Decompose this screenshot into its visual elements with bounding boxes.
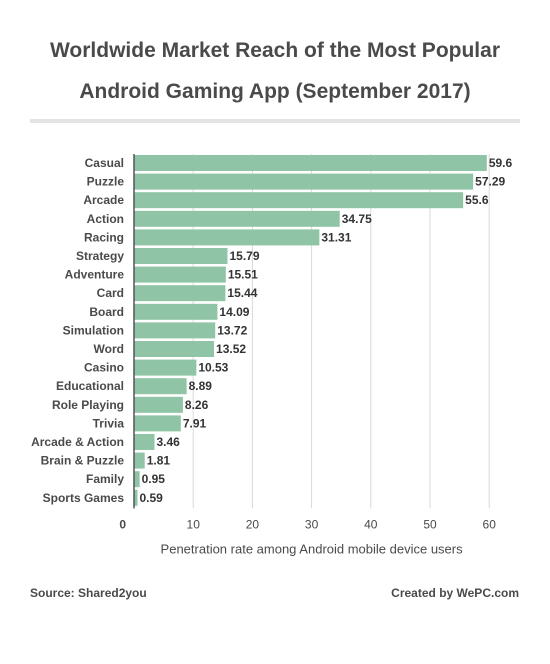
category-label: Simulation [63, 323, 124, 337]
value-label: 15.51 [228, 268, 258, 282]
value-label: 55.6 [465, 193, 489, 207]
credit-note: Created by WePC.com [391, 586, 519, 600]
category-label: Racing [84, 230, 124, 244]
bar [134, 397, 183, 413]
value-label: 59.6 [489, 156, 513, 170]
x-tick-label: 60 [483, 517, 497, 531]
bar [134, 174, 473, 190]
category-label: Trivia [93, 416, 125, 430]
x-tick-label: 0 [119, 517, 126, 531]
value-label: 31.31 [321, 230, 351, 244]
bar [134, 378, 187, 394]
value-label: 13.72 [217, 323, 247, 337]
bar [134, 471, 140, 487]
value-label: 7.91 [183, 416, 207, 430]
chart-title: Worldwide Market Reach of the Most Popul… [0, 30, 550, 112]
value-label: 15.44 [227, 286, 257, 300]
category-label: Educational [56, 379, 124, 393]
bar [134, 415, 181, 431]
bar [134, 211, 340, 227]
bar [134, 229, 319, 245]
category-label: Role Playing [52, 398, 124, 412]
value-label: 14.09 [219, 305, 249, 319]
source-note: Source: Shared2you [30, 586, 147, 600]
x-tick-label: 40 [364, 517, 378, 531]
x-tick-label: 10 [187, 517, 201, 531]
value-label: 8.26 [185, 398, 209, 412]
bar [134, 322, 215, 338]
category-label: Arcade & Action [31, 435, 124, 449]
bar [134, 285, 225, 301]
x-tick-label: 50 [423, 517, 437, 531]
bar [134, 434, 154, 450]
value-label: 1.81 [147, 454, 171, 468]
value-label: 3.46 [156, 435, 180, 449]
value-label: 10.53 [198, 361, 228, 375]
category-label: Card [97, 286, 124, 300]
value-label: 57.29 [475, 175, 505, 189]
bar [134, 248, 227, 264]
category-label: Puzzle [87, 175, 125, 189]
bar [134, 360, 196, 376]
category-label: Sports Games [43, 491, 125, 505]
category-label: Brain & Puzzle [41, 454, 125, 468]
x-tick-label: 30 [305, 517, 319, 531]
bar [134, 453, 145, 469]
category-label: Board [89, 305, 124, 319]
bar-chart: Casual 59.6 Puzzle 57.29 Arcade 55.6 Action 34.… [0, 140, 550, 560]
value-label: 13.52 [216, 342, 246, 356]
category-label: Action [87, 212, 124, 226]
title-line-2: Android Gaming App (September 2017) [0, 71, 550, 112]
value-label: 15.79 [229, 249, 259, 263]
bar [134, 155, 487, 171]
category-label: Family [86, 472, 124, 486]
value-label: 0.95 [142, 472, 166, 486]
category-label: Casino [84, 361, 124, 375]
value-label: 34.75 [342, 212, 372, 226]
bar [134, 304, 217, 320]
title-divider [30, 119, 520, 123]
bar [134, 192, 463, 208]
bar [134, 267, 226, 283]
title-line-1: Worldwide Market Reach of the Most Popul… [0, 30, 550, 71]
value-label: 0.59 [139, 491, 163, 505]
bar [134, 341, 214, 357]
category-label: Adventure [65, 268, 125, 282]
category-label: Casual [85, 156, 124, 170]
category-label: Arcade [83, 193, 124, 207]
category-label: Strategy [76, 249, 124, 263]
x-tick-label: 20 [246, 517, 260, 531]
value-label: 8.89 [189, 379, 213, 393]
x-axis-label: Penetration rate among Android mobile de… [161, 541, 464, 556]
category-label: Word [94, 342, 124, 356]
